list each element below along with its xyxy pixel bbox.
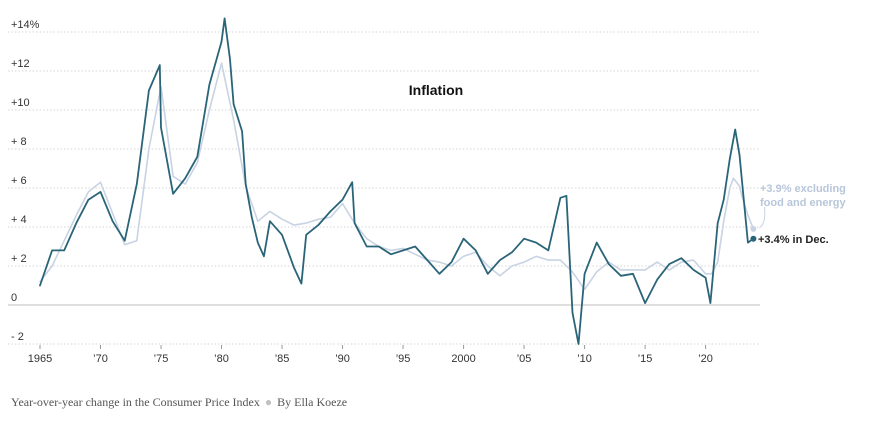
- end-labels: +3.9% excluding food and energy +3.4% in D…: [758, 183, 846, 246]
- x-tick-label: ’05: [517, 353, 532, 365]
- core-end-label: +3.9% excluding food and energy: [760, 183, 846, 209]
- x-tick-label: ’95: [396, 353, 411, 365]
- core-end-point: [750, 225, 757, 232]
- x-tick-label: ’85: [275, 353, 290, 365]
- gridlines: [8, 31, 760, 345]
- x-tick-label: ’10: [577, 353, 592, 365]
- y-tick-label: +12: [11, 58, 30, 70]
- headline-end-point: [750, 235, 757, 242]
- y-tick-label: + 4: [11, 214, 27, 226]
- y-tick-label: +10: [11, 97, 30, 109]
- core-cpi-line: [39, 62, 755, 291]
- x-tick-label: ’80: [214, 353, 229, 365]
- x-tick-label: 2000: [451, 353, 475, 365]
- y-tick-label: + 8: [11, 136, 27, 148]
- chart-title: Inflation: [409, 82, 463, 98]
- y-tick-label: + 2: [11, 253, 27, 265]
- y-axis-ticks: +14% +12 +10 + 8 + 6 + 4 + 2 0 - 2: [11, 19, 40, 343]
- x-tick-label: ’20: [698, 353, 713, 365]
- core-label-connector: [759, 206, 766, 229]
- chart-caption: Year-over-year change in the Consumer Pr…: [11, 395, 260, 409]
- x-tick-label: ’90: [335, 353, 350, 365]
- x-tick-label: ’15: [638, 353, 653, 365]
- chart-caption-row: Year-over-year change in the Consumer Pr…: [11, 395, 347, 410]
- chart-byline: By Ella Koeze: [277, 395, 348, 409]
- series-lines: [39, 17, 757, 345]
- x-axis-ticks: 1965 ’70 ’75 ’80 ’85 ’90 ’95 2000 ’05 ’10 ’15 ’20: [28, 345, 713, 365]
- y-tick-label: + 6: [11, 175, 27, 187]
- separator-dot-icon: ●: [264, 395, 273, 409]
- x-tick-label: ’70: [93, 353, 108, 365]
- y-tick-label: 0: [11, 292, 17, 304]
- headline-cpi-line: [39, 17, 755, 345]
- x-tick-label: 1965: [28, 353, 52, 365]
- headline-end-label: +3.4% in Dec.: [758, 234, 829, 246]
- y-tick-label: - 2: [11, 331, 24, 343]
- y-tick-label: +14%: [11, 19, 40, 31]
- x-tick-label: ’75: [154, 353, 169, 365]
